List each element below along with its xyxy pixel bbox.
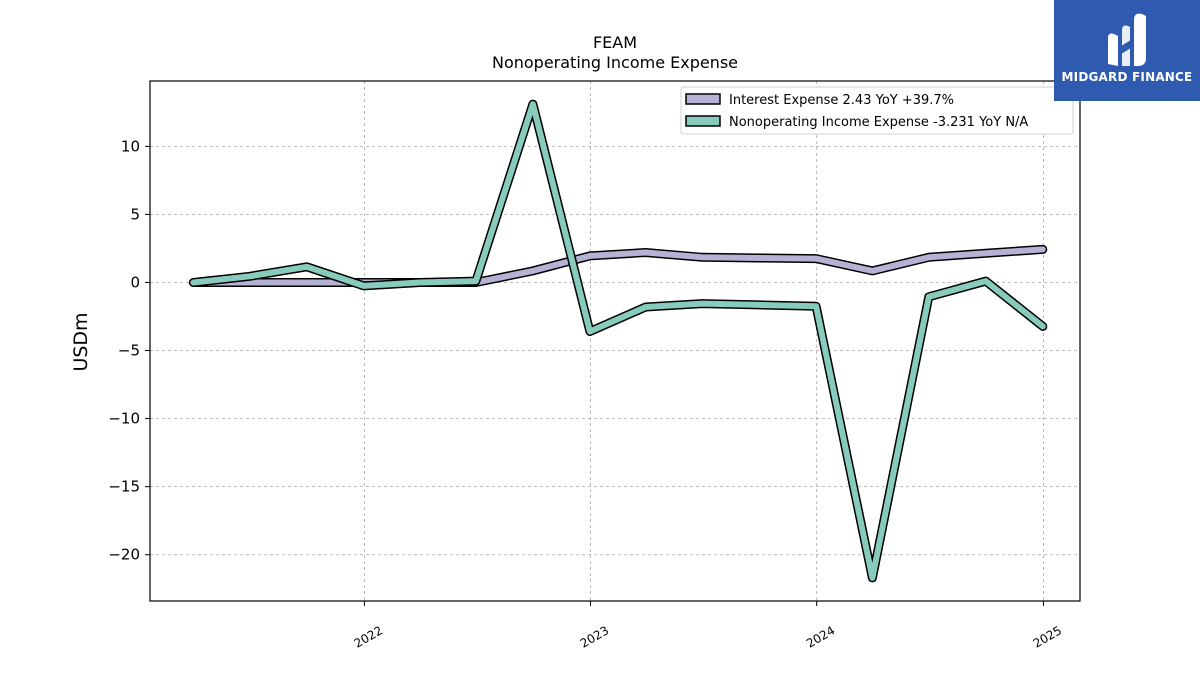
- series-line-nonoperating-income-expense: [190, 101, 1046, 581]
- x-tick-label: 2024: [804, 623, 837, 650]
- chart-subtitle: Nonoperating Income Expense: [492, 53, 738, 72]
- y-tick-label: −5: [118, 342, 140, 360]
- legend-box: [680, 86, 1074, 135]
- y-tick-label: −20: [108, 546, 140, 564]
- y-tick-label: −15: [108, 478, 140, 496]
- y-axis-ticks: −20 −15 −10 −5 0 5 10: [108, 137, 150, 564]
- series-outline-nonoperating-income-expense: [188, 99, 1048, 583]
- x-tick-label: 2025: [1031, 623, 1064, 650]
- y-tick-label: −10: [108, 410, 140, 428]
- x-tick-label: 2023: [578, 623, 611, 650]
- y-axis-label: USDm: [70, 312, 92, 371]
- legend-swatch-nonoperating-income-expense: [685, 115, 721, 127]
- brand-mark-icon: [1108, 13, 1146, 67]
- brand-logo: MIDGARD FINANCE: [1054, 0, 1200, 101]
- brand-name: MIDGARD FINANCE: [1061, 70, 1193, 84]
- series-lines: [188, 99, 1048, 583]
- y-tick-label: 0: [130, 273, 140, 291]
- grid-lines: [150, 81, 1080, 601]
- series-line-interest-expense: [190, 246, 1046, 286]
- y-tick-label: 10: [121, 137, 140, 155]
- legend-swatch-interest-expense: [685, 93, 721, 105]
- legend-label-nonoperating-income-expense: Nonoperating Income Expense -3.231 YoY N…: [729, 115, 1028, 130]
- y-tick-label: 5: [130, 205, 140, 223]
- legend: Interest Expense 2.43 YoY +39.7% Nonoper…: [680, 86, 1074, 135]
- chart-title: FEAM: [593, 33, 637, 52]
- plot-area-frame: [149, 80, 1081, 602]
- legend-label-interest-expense: Interest Expense 2.43 YoY +39.7%: [729, 93, 954, 108]
- x-axis-ticks: 2022 2023 2024 2025: [352, 601, 1064, 651]
- x-tick-label: 2022: [352, 623, 385, 650]
